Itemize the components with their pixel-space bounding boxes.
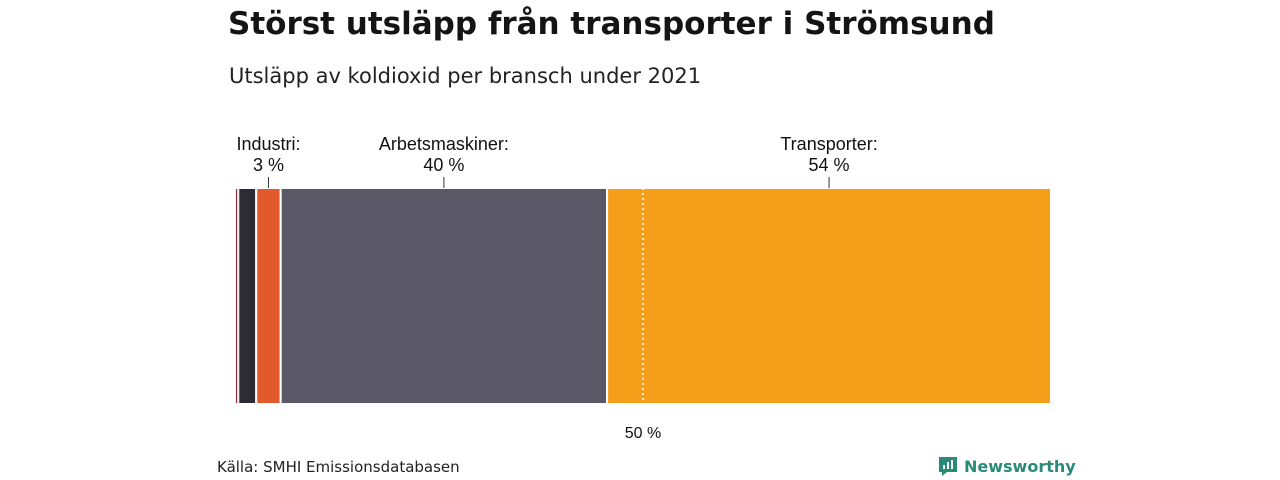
stacked-bar-chart: Industri:3 % Arbetsmaskiner:40 % Transport… <box>234 134 1052 442</box>
brand-logo[interactable]: Newsworthy <box>938 456 1076 476</box>
source-note: Källa: SMHI Emissionsdatabasen <box>217 458 460 476</box>
bar-segment-2 <box>255 187 282 405</box>
bar-segment-4 <box>606 187 1052 405</box>
brand-name: Newsworthy <box>964 456 1076 476</box>
segment-label-2: Industri: <box>236 134 300 154</box>
chart-title: Störst utsläpp från transporter i Ströms… <box>228 6 995 42</box>
segment-value-label-4: 54 % <box>809 155 850 175</box>
segment-label-4: Transporter: <box>780 134 877 154</box>
segment-value-label-3: 40 % <box>423 155 464 175</box>
segment-value-label-2: 3 % <box>253 155 284 175</box>
bar-segment-3 <box>279 187 609 405</box>
newsworthy-logo-icon <box>939 457 957 476</box>
bar-segment-1 <box>237 187 258 405</box>
reference-line-label: 50 % <box>625 425 661 442</box>
segment-label-3: Arbetsmaskiner: <box>379 134 509 154</box>
chart-subtitle: Utsläpp av koldioxid per bransch under 2… <box>229 64 702 88</box>
